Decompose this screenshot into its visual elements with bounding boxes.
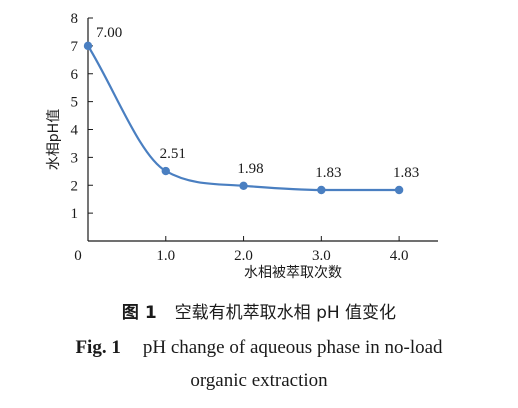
y-tick-label: 1 bbox=[71, 206, 79, 222]
caption-english-line1: Fig. 1 pH change of aqueous phase in no-l… bbox=[0, 337, 518, 359]
x-tick-label: 2.0 bbox=[234, 248, 253, 264]
caption-chinese-text: 空载有机萃取水相 pH 值变化 bbox=[174, 303, 397, 323]
y-tick-label: 8 bbox=[71, 11, 79, 27]
data-label: 1.98 bbox=[237, 161, 263, 177]
axes bbox=[87, 18, 438, 242]
chart: 1 2 3 4 5 6 7 8 0 1.0 2.0 3.0 4.0 7.00 2.51 1.98 1.83 1.… bbox=[46, 11, 438, 281]
y-tick-label: 4 bbox=[71, 123, 79, 139]
data-point bbox=[394, 185, 404, 195]
y-tick-label: 6 bbox=[71, 67, 79, 83]
caption-chinese-figure-number: 图 1 bbox=[121, 303, 157, 323]
x-tick-label: 4.0 bbox=[390, 248, 409, 264]
y-tick-label: 2 bbox=[71, 178, 79, 194]
x-tick-label: 0 bbox=[74, 248, 82, 264]
data-label: 1.83 bbox=[393, 165, 419, 181]
data-point bbox=[239, 181, 248, 191]
y-tick-label: 3 bbox=[71, 150, 79, 166]
caption-english-text: pH change of aqueous phase in no-load bbox=[142, 337, 443, 358]
series-line bbox=[87, 45, 400, 192]
data-label: 7.00 bbox=[96, 25, 122, 41]
caption-english-figure-number: Fig. 1 bbox=[75, 337, 121, 358]
x-tick-label: 3.0 bbox=[312, 248, 331, 264]
data-label: 1.83 bbox=[315, 165, 341, 181]
data-point bbox=[317, 185, 326, 195]
caption-chinese: 图 1 空载有机萃取水相 pH 值变化 bbox=[0, 298, 518, 323]
ticks: 1 2 3 4 5 6 7 8 0 1.0 2.0 3.0 4.0 bbox=[71, 11, 409, 264]
x-tick-label: 1.0 bbox=[156, 248, 175, 264]
data-point bbox=[161, 166, 170, 176]
x-axis-title: 水相被萃取次数 bbox=[244, 265, 342, 281]
data-labels: 7.00 2.51 1.98 1.83 1.83 bbox=[96, 25, 419, 181]
data-label: 2.51 bbox=[160, 146, 186, 162]
caption-english-line2: organic extraction bbox=[190, 370, 328, 391]
y-tick-label: 7 bbox=[71, 39, 79, 55]
data-points bbox=[83, 41, 404, 195]
y-axis-title: 水相pH值 bbox=[46, 109, 62, 170]
data-point bbox=[83, 41, 93, 51]
y-tick-label: 5 bbox=[71, 95, 79, 111]
